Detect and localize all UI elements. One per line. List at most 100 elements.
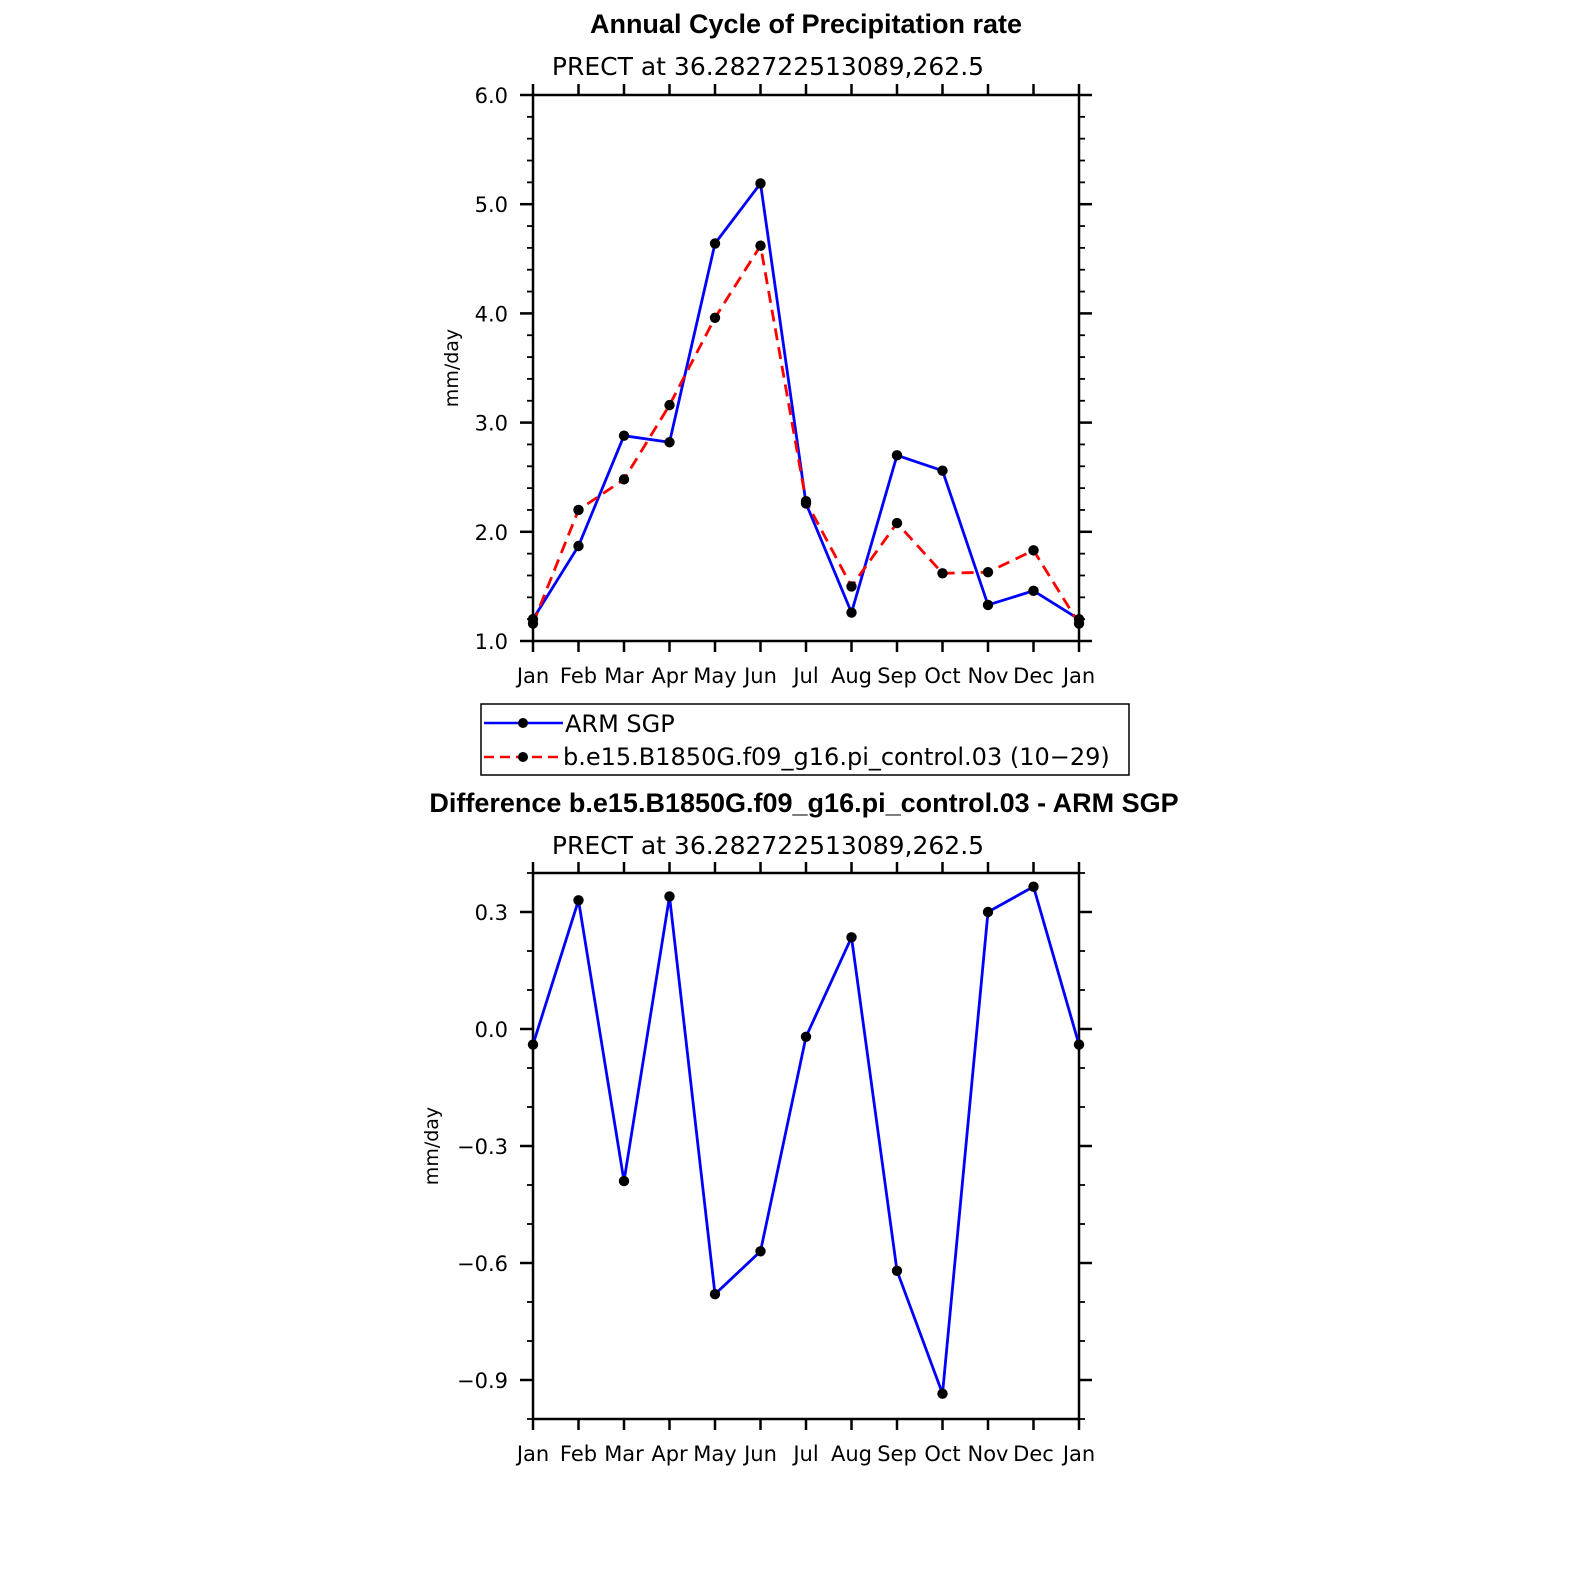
x-tick-label: Jan: [515, 1442, 549, 1466]
legend-label-arm: ARM SGP: [565, 710, 675, 738]
data-series: [527, 178, 1085, 629]
x-tick-label: Apr: [651, 664, 688, 688]
legend-box: [480, 703, 1130, 776]
data-point: [891, 517, 903, 529]
data-point: [891, 1265, 903, 1277]
data-point: [573, 504, 584, 516]
y-axis-label: mm/day: [421, 1107, 443, 1185]
series-line-0: [531, 182, 1080, 621]
data-point: [937, 465, 948, 476]
data-point: [846, 932, 857, 943]
y-tick-label: −0.3: [457, 1135, 508, 1159]
x-tick-label: Mar: [604, 1442, 644, 1466]
y-tick-label: 0.3: [475, 901, 508, 925]
y-tick-label: 0.0: [475, 1018, 508, 1042]
x-tick-label: May: [693, 1442, 736, 1466]
y-tick-label: 3.0: [475, 412, 508, 436]
x-tick-label: Aug: [831, 1442, 872, 1466]
x-tick-label: Nov: [968, 664, 1009, 688]
data-point: [800, 496, 812, 507]
data-point: [982, 567, 994, 578]
y-tick-labels: −0.9 −0.6 −0.3 0.0 0.3: [457, 901, 508, 1393]
data-series: [527, 881, 1085, 1399]
data-point: [982, 599, 994, 611]
data-point: [846, 607, 857, 618]
x-tick-label: Apr: [651, 1442, 688, 1466]
data-point: [527, 618, 539, 629]
x-tick-label: Feb: [560, 664, 597, 688]
data-point: [1028, 585, 1039, 596]
x-tick-label: Aug: [831, 664, 872, 688]
data-point: [527, 1039, 539, 1050]
data-point: [618, 430, 630, 441]
series-line-0: [531, 885, 1081, 1396]
x-tick-label: Jan: [515, 664, 549, 688]
chart-subtitle: PRECT at 36.282722513089,262.5: [552, 52, 984, 81]
x-tick-label: Dec: [1013, 1442, 1054, 1466]
data-point: [982, 906, 994, 918]
data-point: [573, 540, 584, 552]
data-point: [618, 474, 630, 485]
axis-ticks: [520, 84, 1092, 652]
x-tick-label: Oct: [924, 1442, 960, 1466]
x-tick-label: Mar: [604, 664, 644, 688]
data-point: [846, 581, 857, 592]
legend: ARM SGP b.e15.B1850G.f09_g16.pi_control.…: [480, 703, 1130, 776]
x-tick-label: Jul: [791, 1442, 818, 1466]
y-tick-labels: 1.0 2.0 3.0 4.0 5.0 6.0: [475, 84, 508, 654]
series-line-1: [531, 244, 1081, 625]
data-point: [755, 1246, 766, 1257]
data-point: [891, 450, 903, 461]
plot-frame: [531, 93, 1081, 643]
x-tick-label: Jun: [742, 664, 777, 688]
data-point: [709, 312, 721, 323]
data-point: [664, 399, 675, 411]
data-point: [937, 1388, 948, 1399]
x-tick-label: Jan: [1061, 1442, 1095, 1466]
x-tick-label: Nov: [968, 1442, 1009, 1466]
axis-ticks: [520, 862, 1092, 1430]
data-point: [937, 568, 948, 579]
x-tick-labels: Jan Feb Mar Apr May Jun Jul Aug Sep Oct Nov Dec Jan: [515, 1442, 1095, 1466]
legend-marker-arm: [518, 718, 528, 728]
y-tick-label: 6.0: [475, 84, 508, 108]
data-point: [664, 891, 675, 902]
x-tick-label: Sep: [877, 1442, 917, 1466]
data-point: [1028, 881, 1039, 892]
y-tick-label: 2.0: [475, 521, 508, 545]
y-tick-label: 5.0: [475, 193, 508, 217]
chart-title: Difference b.e15.B1850G.f09_g16.pi_contr…: [429, 788, 1178, 818]
data-point: [664, 437, 675, 448]
precip-difference-chart: Difference b.e15.B1850G.f09_g16.pi_contr…: [421, 788, 1179, 1466]
data-point: [618, 1175, 630, 1187]
x-tick-labels: Jan Feb Mar Apr May Jun Jul Aug Sep Oct Nov Dec Jan: [515, 664, 1095, 688]
chart-title: Annual Cycle of Precipitation rate: [590, 9, 1022, 39]
chart-subtitle: PRECT at 36.282722513089,262.5: [552, 831, 984, 860]
x-tick-label: Jan: [1061, 664, 1095, 688]
data-point: [709, 1289, 721, 1300]
precip-annual-cycle-chart: Annual Cycle of Precipitation rate PRECT…: [441, 9, 1095, 688]
data-point: [755, 240, 766, 251]
data-point: [1073, 1039, 1085, 1050]
data-point: [573, 895, 584, 906]
y-tick-label: 4.0: [475, 302, 508, 326]
data-point: [709, 238, 721, 249]
data-point: [1028, 545, 1039, 556]
y-tick-label: 1.0: [475, 630, 508, 654]
plot-frame: [531, 871, 1081, 1421]
legend-marker-model: [518, 752, 528, 762]
y-tick-label: −0.9: [457, 1369, 508, 1393]
y-tick-label: −0.6: [457, 1252, 508, 1276]
x-tick-label: May: [693, 664, 736, 688]
data-point: [800, 1031, 812, 1043]
data-point: [1073, 618, 1085, 629]
legend-label-model: b.e15.B1850G.f09_g16.pi_control.03 (10−2…: [563, 743, 1110, 771]
x-tick-label: Feb: [560, 1442, 597, 1466]
x-tick-label: Jun: [742, 1442, 777, 1466]
x-tick-label: Oct: [924, 664, 960, 688]
x-tick-label: Jul: [791, 664, 818, 688]
x-tick-label: Sep: [877, 664, 917, 688]
data-point: [755, 178, 766, 189]
x-tick-label: Dec: [1013, 664, 1054, 688]
